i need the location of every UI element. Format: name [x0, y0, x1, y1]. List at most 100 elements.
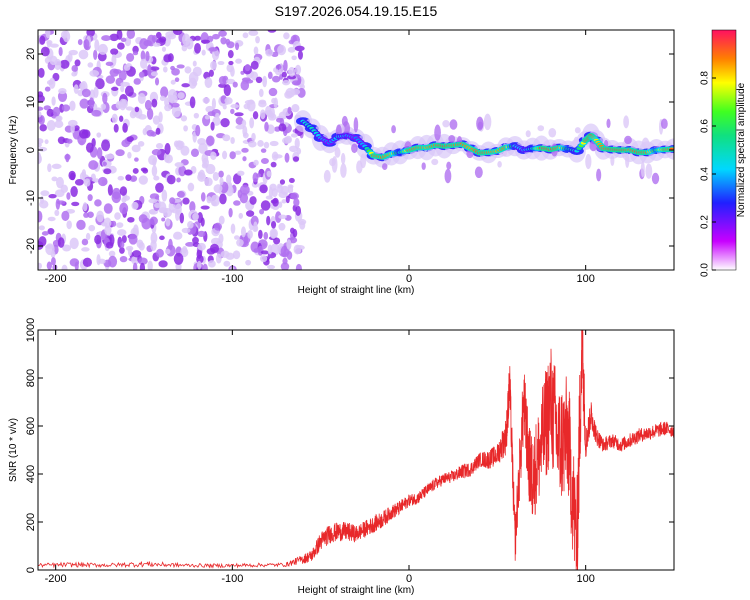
noise-blob [38, 111, 42, 118]
noise-blob [107, 184, 113, 196]
noise-blob [210, 121, 215, 131]
noise-blob [220, 250, 230, 258]
noise-blob [232, 81, 238, 88]
noise-blob [38, 236, 47, 247]
noise-blob [271, 97, 277, 104]
noise-blob [65, 153, 70, 163]
spectrogram-ytick-label: 10 [25, 96, 37, 108]
noise-blob [105, 241, 114, 249]
noise-blob [241, 147, 249, 153]
noise-blob [93, 49, 98, 60]
noise-blob [215, 112, 220, 119]
noise-blob [61, 210, 70, 221]
noise-blob [173, 252, 184, 265]
noise-blob [127, 216, 135, 223]
noise-blob [218, 76, 227, 85]
noise-blob [243, 103, 251, 110]
noise-blob [270, 229, 277, 239]
noise-blob [253, 248, 259, 253]
noise-blob [152, 42, 161, 47]
noise-blob [278, 214, 287, 219]
noise-blob [49, 55, 58, 66]
noise-blob [278, 123, 287, 132]
noise-blob [250, 60, 259, 70]
noise-blob [290, 88, 301, 96]
noise-blob [234, 150, 242, 155]
snr-xtick-label: -200 [45, 573, 67, 585]
noise-blob [38, 94, 45, 103]
noise-blob [170, 79, 176, 85]
noise-blob [43, 105, 51, 111]
noise-blob [202, 157, 209, 168]
noise-blob [118, 70, 127, 81]
noise-blob [150, 71, 159, 77]
noise-blob [96, 132, 102, 138]
noise-blob [208, 47, 218, 52]
noise-blob [190, 148, 200, 158]
noise-blob [228, 207, 233, 218]
noise-blob [218, 170, 224, 178]
noise-blob [89, 70, 100, 77]
noise-blob [212, 33, 220, 40]
noise-blob [174, 162, 184, 168]
noise-blob [69, 100, 76, 112]
noise-blob [219, 177, 224, 186]
ridge-spike [606, 118, 611, 129]
noise-blob [61, 264, 68, 270]
noise-blob [176, 64, 185, 69]
noise-blob [260, 148, 267, 153]
noise-blob [69, 258, 80, 267]
noise-blob [187, 182, 195, 192]
noise-blob [138, 175, 148, 185]
noise-blob [56, 176, 64, 189]
noise-blob [260, 109, 266, 120]
noise-blob [102, 161, 107, 167]
noise-blob [158, 111, 163, 123]
ridge-spike [548, 128, 557, 138]
noise-blob [286, 75, 297, 80]
noise-blob [218, 233, 224, 244]
noise-blob [263, 231, 269, 240]
ridge-spike [525, 130, 531, 138]
noise-blob [165, 31, 175, 38]
noise-blob [54, 209, 60, 216]
noise-blob [66, 192, 71, 200]
noise-blob [212, 116, 221, 126]
noise-blob [253, 46, 259, 55]
noise-blob [127, 151, 132, 159]
noise-blob [272, 197, 279, 207]
noise-blob [164, 104, 172, 112]
noise-blob [264, 121, 269, 132]
noise-blob [249, 196, 257, 205]
noise-blob [140, 50, 146, 61]
noise-blob [299, 220, 306, 230]
noise-blob [134, 106, 140, 113]
noise-blob [38, 225, 45, 231]
ridge-spike [351, 143, 358, 154]
noise-blob [81, 169, 87, 178]
noise-blob [204, 77, 213, 89]
snr-xtick-label: -100 [221, 573, 243, 585]
snr-ytick-label: 600 [25, 417, 37, 435]
noise-blob [224, 97, 233, 105]
noise-blob [248, 30, 259, 36]
noise-blob [52, 264, 58, 270]
noise-blob [282, 257, 288, 265]
figure-title: S197.2026.054.19.15.E15 [275, 3, 438, 19]
noise-blob [292, 156, 300, 162]
noise-blob [179, 212, 185, 224]
ridge-spike [624, 135, 632, 145]
ridge-spike [574, 127, 581, 134]
noise-blob [268, 87, 278, 97]
noise-blob [71, 71, 77, 77]
noise-blob [277, 44, 287, 56]
spectrogram-ytick-label: 20 [25, 48, 37, 60]
noise-blob [74, 59, 81, 67]
noise-blob [71, 65, 79, 72]
noise-blob [181, 227, 191, 234]
spectrogram-xtick-label: -100 [221, 273, 243, 285]
noise-blob [202, 97, 210, 104]
noise-blob [288, 66, 296, 77]
